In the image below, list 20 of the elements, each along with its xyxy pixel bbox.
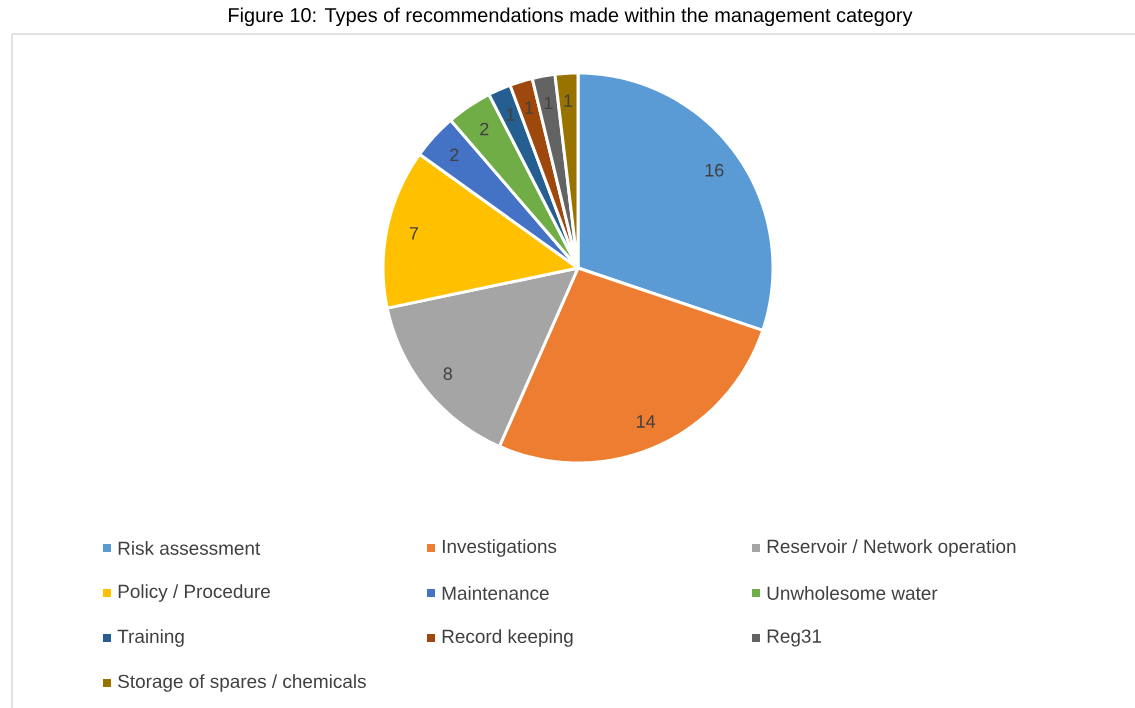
data-label: 1 (525, 101, 534, 114)
legend-label: Policy / Procedure (118, 584, 270, 602)
data-label: 8 (443, 367, 453, 380)
chart-title: Figure 10: Types of recommendations made within the management category (229, 7, 913, 27)
data-label: 14 (637, 415, 656, 428)
legend-label: Investigations (442, 539, 557, 557)
data-label: 1 (564, 94, 573, 107)
legend-label: Training (117, 629, 184, 647)
legend-label: Unwholesome water (767, 586, 938, 600)
legend-label: Risk assessment (118, 541, 261, 555)
legend-label: Storage of spares / chemicals (118, 674, 366, 692)
data-label: 1 (506, 108, 515, 121)
legend-label: Reg31 (767, 629, 822, 647)
legend-label: Record keeping (442, 629, 573, 647)
data-label: 7 (409, 227, 418, 240)
legend-label: Reservoir / Network operation (767, 539, 1016, 557)
legend-label: Maintenance (442, 586, 549, 600)
data-label: 2 (450, 148, 459, 162)
data-label: 16 (705, 163, 724, 177)
data-label: 2 (480, 122, 489, 136)
